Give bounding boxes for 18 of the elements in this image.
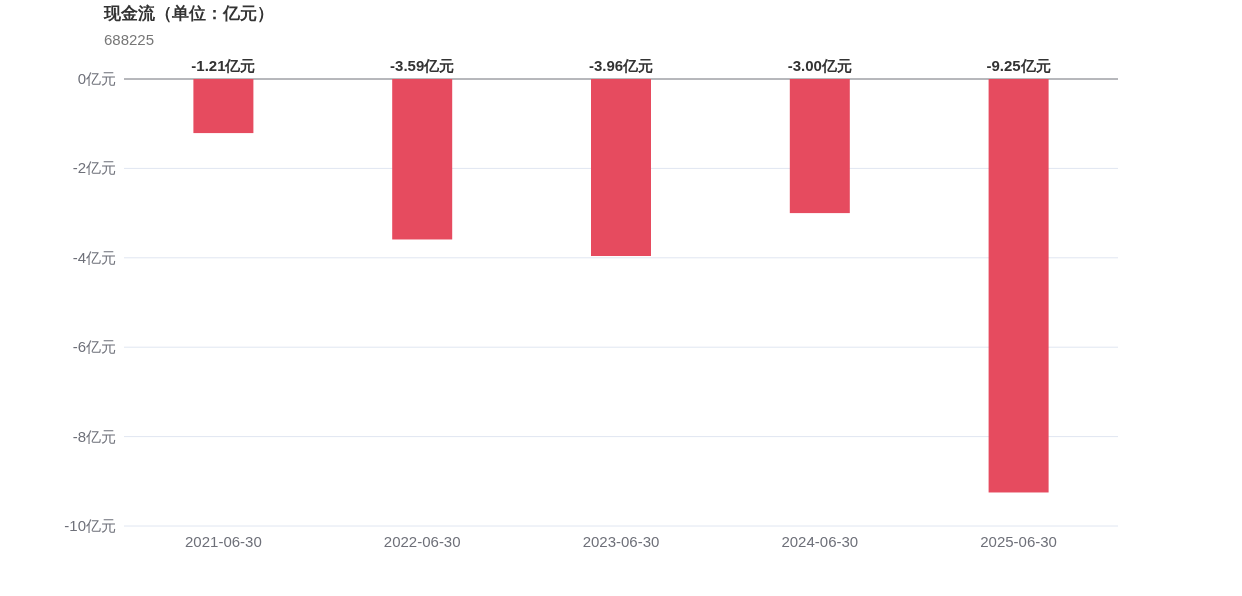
x-tick-label: 2021-06-30	[185, 533, 262, 550]
x-tick-label: 2022-06-30	[383, 533, 461, 550]
x-tick-label: 2025-06-30	[980, 533, 1057, 550]
y-tick-label: -10亿元	[64, 517, 116, 534]
y-tick-label: -2亿元	[72, 159, 116, 177]
chart-title: 现金流（单位：亿元）	[103, 4, 274, 23]
chart-subtitle: 688225	[104, 31, 155, 48]
y-tick-label: 0亿元	[77, 70, 116, 87]
data-label: -1.21亿元	[191, 57, 256, 74]
data-label: -9.25亿元	[986, 57, 1051, 74]
x-tick-label: 2023-06-30	[582, 533, 660, 550]
x-tick-label: 2024-06-30	[781, 533, 859, 550]
data-label: -3.96亿元	[588, 57, 654, 74]
y-tick-label: -4亿元	[72, 248, 116, 266]
data-label: -3.00亿元	[787, 57, 852, 74]
data-label: -3.59亿元	[390, 57, 455, 74]
y-tick-label: -8亿元	[72, 427, 116, 445]
y-tick-label: -6亿元	[72, 338, 116, 356]
